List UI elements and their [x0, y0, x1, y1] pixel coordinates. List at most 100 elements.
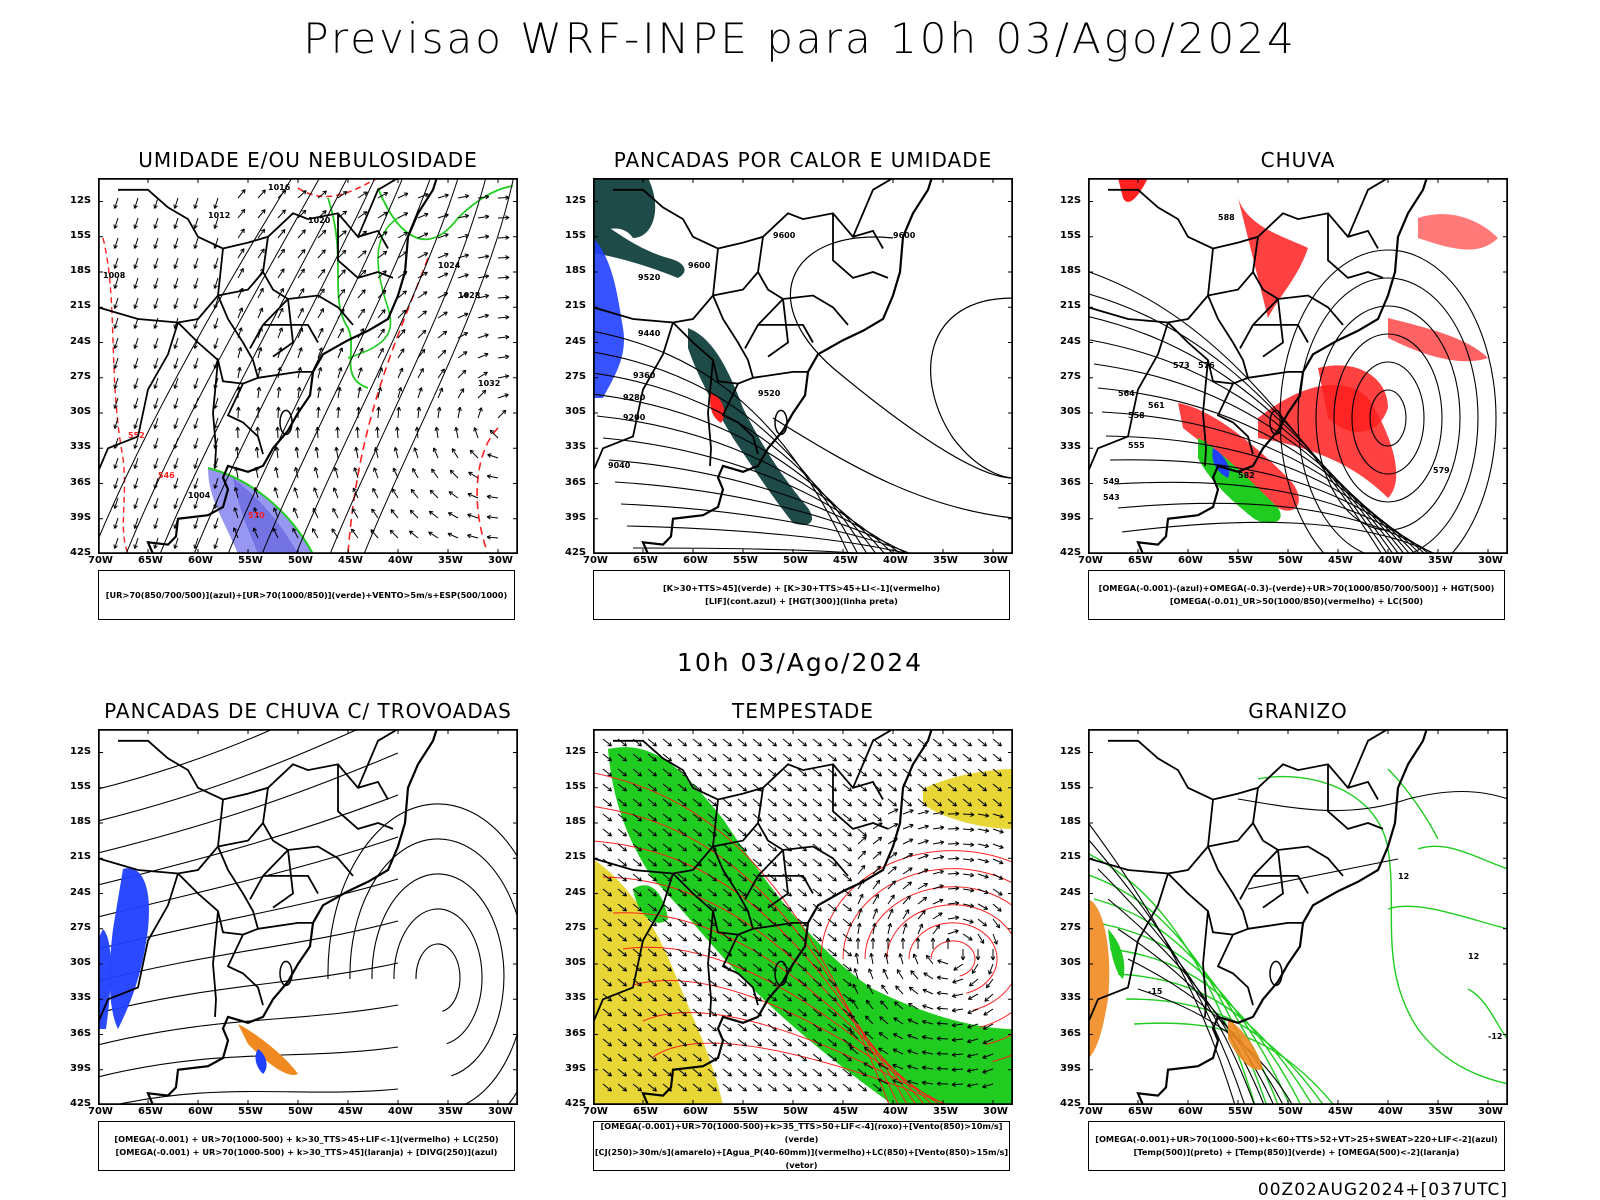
contour-line — [159, 178, 348, 554]
contour-line — [112, 1088, 399, 1105]
lat-tick-label: 27S — [1060, 370, 1082, 382]
contour-line — [1417, 845, 1508, 870]
lon-tick-label: 45W — [338, 1106, 363, 1117]
contour-line — [1125, 998, 1324, 1105]
contour-label: 9600 — [688, 261, 711, 270]
coastline — [633, 729, 945, 1105]
contour-line — [864, 886, 1013, 1028]
contour-line — [820, 850, 1013, 1063]
contour-line — [1117, 502, 1435, 554]
map-trovoadas — [98, 729, 518, 1105]
contour-line — [98, 729, 360, 822]
lon-tick-label: 60W — [683, 555, 708, 566]
lat-tick-label: 33S — [70, 441, 92, 453]
lat-tick-label: 42S — [1060, 547, 1082, 558]
contour-line — [1088, 270, 1383, 554]
contour-label: 1016 — [268, 183, 291, 192]
state-border — [1088, 739, 1214, 875]
state-border — [712, 822, 759, 848]
contour-line — [1101, 923, 1291, 1105]
lat-tick-label: 18S — [70, 816, 92, 827]
legend-umidade: [UR>70(850/700/500)](azul)+[UR>70(1000/8… — [98, 570, 515, 620]
state-border — [1347, 729, 1389, 789]
streamline — [1279, 249, 1497, 554]
lon-tick-label: 35W — [1428, 1106, 1453, 1117]
legend-line: [K>30+TTS>45](verde) + [K>30+TTS>45+LI<-… — [662, 583, 941, 593]
contour-label: 9280 — [623, 393, 646, 402]
lat-tick-label: 42S — [70, 1098, 92, 1109]
lagoon — [774, 960, 788, 987]
contour-label: 9360 — [633, 371, 656, 380]
contour-line — [593, 372, 868, 554]
lon-tick-label: 30W — [1478, 1106, 1503, 1117]
page-title: Previsao WRF-INPE para 10h 03/Ago/2024 — [303, 14, 1297, 63]
contour-label: 1008 — [103, 271, 126, 280]
lat-tick-label: 30S — [70, 406, 92, 417]
lat-tick-label: 42S — [70, 547, 92, 558]
contour-label: 9600 — [773, 231, 796, 240]
lon-tick-label: 70W — [88, 555, 113, 566]
state-border — [1327, 213, 1384, 279]
state-border — [1088, 188, 1214, 324]
contour-label: 564 — [1118, 389, 1135, 398]
state-border — [1262, 849, 1284, 909]
contour-line — [1097, 868, 1255, 1105]
rain-area — [1238, 198, 1308, 318]
lat-tick-label: 36S — [1060, 476, 1082, 488]
coastline — [633, 178, 945, 554]
lat-tick-label: 24S — [1060, 335, 1082, 347]
state-border — [98, 873, 179, 1024]
legend-trovoadas: [OMEGA(-0.001) + UR>70(1000-500) + k>30_… — [98, 1121, 515, 1171]
contour-line — [1387, 905, 1508, 930]
state-border — [257, 370, 313, 379]
contour-line — [642, 1012, 947, 1105]
map-tempestade — [593, 729, 1013, 1105]
map-chuva: 588 582 579 576 573 564 561 558 555 549 543 — [1088, 178, 1508, 554]
lagoon — [279, 409, 293, 436]
contour-line — [593, 351, 859, 554]
rain-omega-core-area — [1212, 448, 1230, 478]
contour-label: 549 — [1103, 477, 1120, 486]
contour-line — [842, 868, 1013, 1045]
contour-line — [1088, 293, 1388, 554]
lat-tick-label: 18S — [1060, 265, 1082, 276]
divergence-area — [255, 1049, 267, 1074]
contour-label: 1032 — [478, 379, 500, 388]
lon-tick-label: 60W — [683, 1106, 708, 1117]
panel-title-granizo: GRANIZO — [1248, 699, 1348, 723]
lon-tick-label: 55W — [733, 1106, 758, 1117]
legend-chuva: [OMEGA(-0.001)-(azul)+OMEGA(-0.3)-(verde… — [1088, 570, 1505, 620]
contour-label: 543 — [1103, 493, 1120, 502]
contour-label: 12 — [1398, 872, 1409, 881]
lon-tick-label: 45W — [1328, 1106, 1353, 1117]
contour-line — [626, 525, 911, 554]
lat-tick-label: 18S — [565, 265, 587, 276]
state-border — [767, 849, 789, 909]
lat-tick-label: 15S — [565, 229, 587, 241]
contour-line — [1093, 363, 1405, 554]
lat-tick-label: 39S — [1060, 1062, 1082, 1074]
lon-tick-label: 35W — [933, 1106, 958, 1117]
run-info: 00Z02AUG2024+[037UTC] — [1257, 1180, 1508, 1200]
contour-line — [1088, 838, 1246, 1105]
legend-line: [LIF](cont.azul) + [HGT(300)](linha pret… — [705, 596, 898, 606]
lat-tick-label: 15S — [70, 780, 92, 792]
lat-tick-label: 21S — [70, 851, 92, 863]
state-border — [1088, 322, 1169, 473]
lon-tick-label: 40W — [1378, 1106, 1403, 1117]
lon-tick-label: 50W — [1278, 1106, 1303, 1117]
contour-line — [593, 330, 850, 554]
lat-tick-label: 33S — [1060, 441, 1082, 453]
contour-line — [1237, 791, 1508, 812]
contour-label: 1004 — [188, 491, 211, 500]
state-border — [217, 846, 264, 1006]
lat-tick-label: 36S — [565, 1027, 587, 1039]
lon-tick-label: 50W — [783, 555, 808, 566]
contour-line — [652, 1042, 950, 1105]
state-border — [852, 729, 894, 789]
contour-line — [622, 946, 934, 1105]
state-border — [177, 872, 244, 936]
lif-area — [593, 238, 624, 398]
legend-line: [CJ(250)>30m/s](amarelo)+[Agua_P(40-60mm… — [594, 1147, 1009, 1170]
lon-tick-label: 30W — [488, 555, 513, 566]
